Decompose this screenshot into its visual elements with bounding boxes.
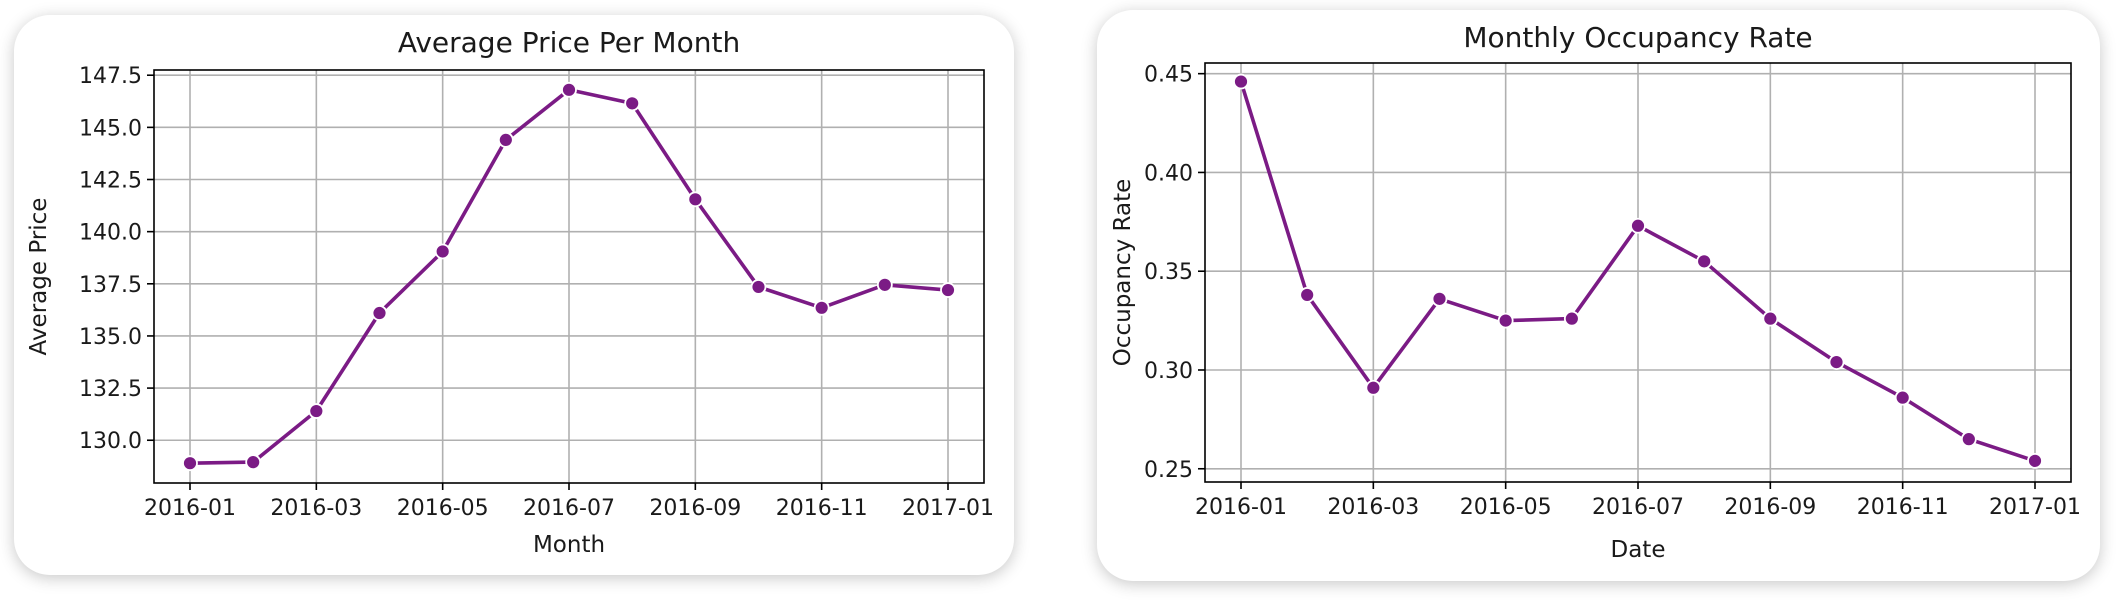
data-point [813,299,830,316]
data-point [1960,431,1977,448]
data-point [497,131,514,148]
data-point [561,81,577,98]
x-tick-label: 2017-01 [902,496,994,521]
y-tick-label: 135.0 [79,325,142,350]
x-tick-label: 2016-09 [649,496,741,521]
x-tick-label: 2016-01 [144,496,236,521]
data-point [687,191,704,208]
data-point [1894,389,1911,406]
y-tick-label: 142.5 [79,169,142,194]
x-tick-label: 2016-03 [270,496,362,521]
y-tick-label: 137.5 [79,273,142,298]
chart-card-average-price: Average Price Per Month 2016-01 2016-03 201… [14,15,1014,575]
x-tick-label: 2016-05 [397,496,489,521]
x-tick-label: 2016-07 [523,496,615,521]
chart-title: Monthly Occupancy Rate [1463,21,1812,54]
data-point [1696,253,1713,270]
average-price-chart: Average Price Per Month 2016-01 2016-03 201… [26,26,994,558]
chart-card-occupancy-rate: Monthly Occupancy Rate 2016-01 2016-03 2016… [1097,10,2100,581]
data-point [371,305,388,321]
x-axis-label: Date [1611,537,1666,563]
y-tick-label: 145.0 [79,116,142,141]
x-tick-label: 2016-11 [776,496,868,521]
y-tick-label: 130.0 [79,429,142,454]
data-point [1431,290,1448,307]
data-point [434,243,451,260]
y-tick-label: 132.5 [79,377,142,402]
x-tick-label: 2016-05 [1460,495,1552,520]
y-tick-label: 140.0 [79,221,142,246]
data-point [1563,310,1580,327]
data-point [182,455,198,472]
y-tick-label: 0.45 [1144,63,1193,88]
data-point [308,403,325,419]
y-tick-label: 0.40 [1144,161,1193,186]
data-point [1497,312,1514,329]
data-point [1365,379,1382,396]
y-axis-label: Average Price [26,198,52,356]
data-point [1762,310,1779,327]
chart-title: Average Price Per Month [398,26,740,59]
data-point [1828,354,1845,370]
data-point [1630,217,1646,234]
x-tick-label: 2016-07 [1592,495,1684,520]
x-tick-label: 2016-11 [1857,495,1949,520]
y-tick-label: 0.25 [1144,458,1193,483]
x-tick-label: 2016-03 [1327,495,1419,520]
data-point [876,276,893,293]
y-tick-label: 147.5 [79,64,142,89]
data-point [750,279,767,295]
data-point [1299,287,1316,303]
x-axis-label: Month [533,532,605,558]
x-tick-label: 2016-09 [1724,495,1816,520]
data-point [1233,73,1249,90]
y-tick-label: 0.35 [1144,260,1193,285]
x-tick-label: 2016-01 [1195,495,1287,520]
data-point [2027,452,2043,469]
data-point [940,282,956,298]
y-axis-label: Occupancy Rate [1110,179,1136,367]
data-point [624,95,641,112]
y-tick-label: 0.30 [1144,359,1193,384]
x-tick-label: 2017-01 [1989,495,2081,520]
data-point [245,454,262,471]
occupancy-rate-chart: Monthly Occupancy Rate 2016-01 2016-03 2016… [1110,21,2081,563]
